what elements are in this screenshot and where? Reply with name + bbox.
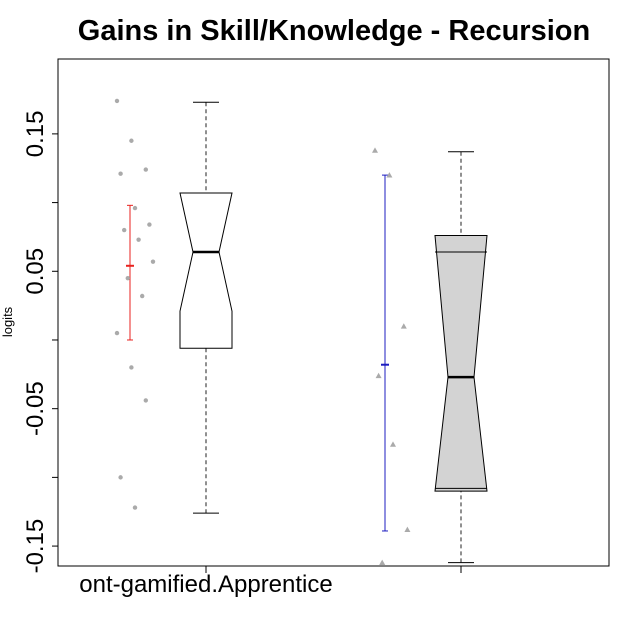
notched-box (434, 235, 488, 492)
data-point (143, 398, 148, 403)
chart-title: Gains in Skill/Knowledge - Recursion (78, 15, 590, 47)
data-point (372, 147, 378, 153)
data-point (140, 293, 145, 299)
x-tick-label: ont-gamified.Apprentice (79, 571, 332, 598)
data-point (114, 98, 120, 104)
data-point (379, 559, 386, 565)
box-group-1 (114, 98, 233, 514)
y-axis: -0.15 -0.05 0.05 0.15 (22, 111, 58, 574)
box-group-2 (372, 147, 488, 565)
data-point (136, 237, 141, 242)
data-point (118, 171, 123, 176)
data-point (118, 475, 123, 480)
y-axis-label: logits (0, 306, 15, 337)
data-point (132, 205, 138, 211)
boxes (114, 98, 488, 565)
data-point (400, 323, 407, 329)
y-tick-label: 0.15 (22, 111, 49, 158)
data-point (404, 526, 411, 532)
data-point (114, 330, 120, 336)
y-tick-label: -0.15 (22, 519, 49, 574)
y-tick-label: -0.05 (22, 381, 49, 436)
data-point (125, 275, 130, 281)
data-point (122, 227, 127, 233)
data-point (150, 259, 156, 264)
data-point (147, 222, 152, 227)
data-point (375, 372, 382, 379)
data-point (143, 167, 148, 172)
notched-box (179, 192, 233, 349)
y-tick-label: 0.05 (22, 248, 49, 295)
data-point (390, 441, 396, 447)
plot-frame (57, 58, 610, 567)
data-point (386, 172, 393, 178)
data-point (129, 138, 134, 143)
data-point (132, 505, 138, 510)
x-axis: ont-gamified.Apprentice (79, 566, 462, 598)
data-point (129, 365, 134, 370)
